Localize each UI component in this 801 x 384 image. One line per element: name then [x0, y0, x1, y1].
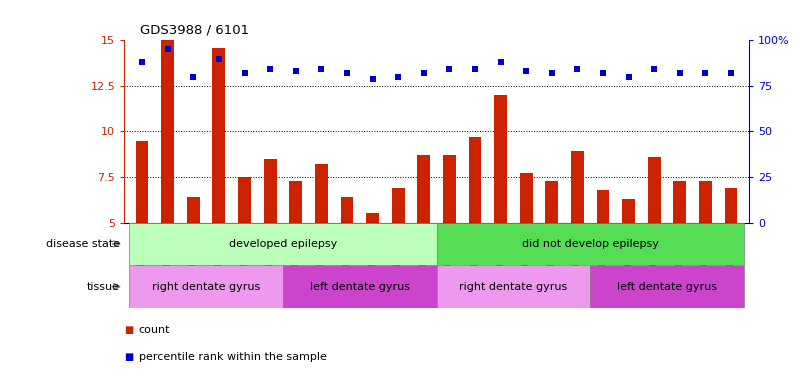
Bar	[571, 151, 584, 223]
Bar	[289, 180, 302, 223]
Text: count: count	[139, 325, 170, 335]
Text: left dentate gyrus: left dentate gyrus	[310, 281, 410, 291]
Bar	[417, 155, 430, 223]
Bar	[469, 137, 481, 223]
Bar	[494, 95, 507, 223]
Bar	[520, 173, 533, 223]
Bar	[340, 197, 353, 223]
Bar	[315, 164, 328, 223]
Text: tissue: tissue	[87, 281, 120, 291]
Bar	[161, 40, 174, 223]
Bar	[443, 155, 456, 223]
Text: developed epilepsy: developed epilepsy	[229, 239, 337, 249]
Bar	[129, 265, 283, 308]
Bar	[129, 223, 437, 265]
Bar	[283, 265, 437, 308]
Text: right dentate gyrus: right dentate gyrus	[459, 281, 567, 291]
Bar	[597, 190, 610, 223]
Bar	[212, 48, 225, 223]
Text: ■: ■	[124, 352, 134, 362]
Bar	[187, 197, 199, 223]
Bar	[238, 177, 251, 223]
Bar	[135, 141, 148, 223]
Bar	[264, 159, 276, 223]
Bar	[392, 188, 405, 223]
Text: left dentate gyrus: left dentate gyrus	[617, 281, 717, 291]
Bar	[437, 223, 744, 265]
Bar	[545, 180, 558, 223]
Text: GDS3988 / 6101: GDS3988 / 6101	[140, 23, 249, 36]
Bar	[699, 180, 712, 223]
Text: percentile rank within the sample: percentile rank within the sample	[139, 352, 327, 362]
Bar	[366, 214, 379, 223]
Text: right dentate gyrus: right dentate gyrus	[152, 281, 260, 291]
Text: ■: ■	[124, 325, 134, 335]
Text: did not develop epilepsy: did not develop epilepsy	[521, 239, 658, 249]
Bar	[622, 199, 635, 223]
Bar	[437, 265, 590, 308]
Bar	[674, 180, 686, 223]
Text: disease state: disease state	[46, 239, 120, 249]
Bar	[725, 188, 738, 223]
Bar	[648, 157, 661, 223]
Bar	[590, 265, 744, 308]
